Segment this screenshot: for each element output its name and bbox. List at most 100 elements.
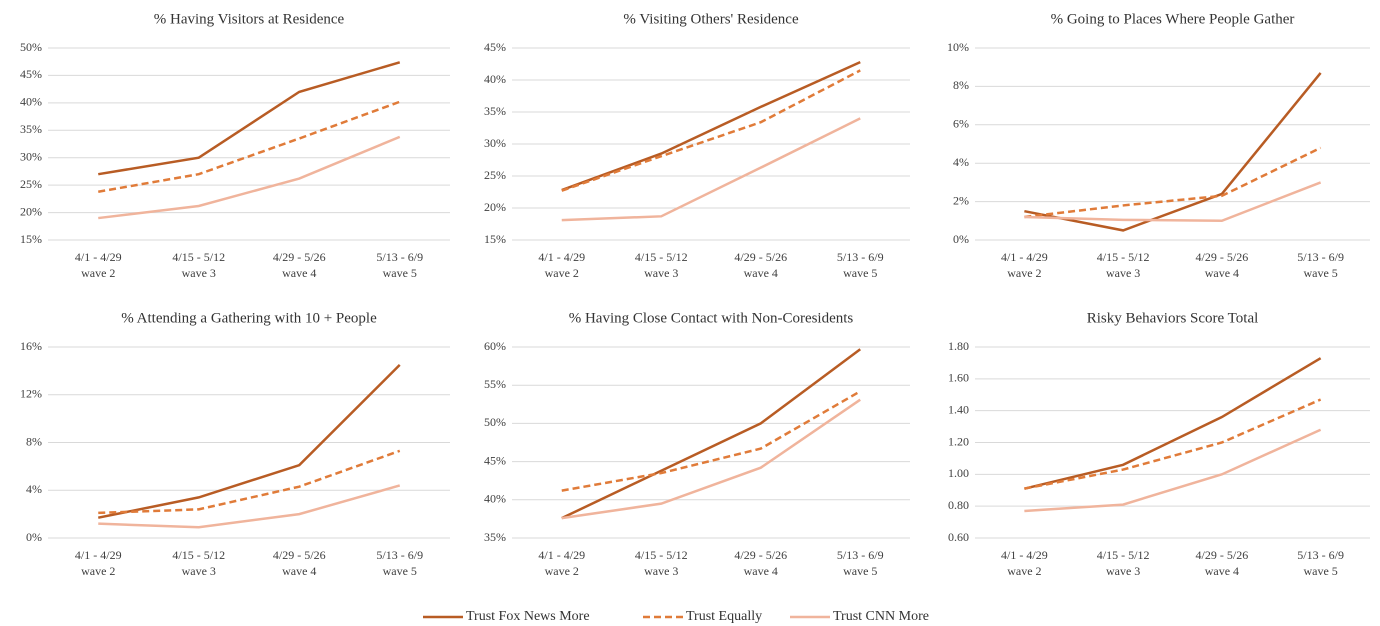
x-tick-label: wave 4 [1205, 564, 1239, 578]
chart-title: % Visiting Others' Residence [623, 11, 799, 27]
y-tick-label: 40% [484, 72, 506, 86]
y-tick-label: 55% [484, 377, 506, 391]
x-tick-label: wave 3 [182, 564, 216, 578]
series-line [1024, 146, 1322, 219]
x-tick-label: wave 5 [843, 266, 877, 280]
x-tick-label: 5/13 - 6/9 [1297, 250, 1344, 264]
series-line [1024, 357, 1322, 490]
y-tick-label: 25% [20, 177, 42, 191]
x-tick-label: 4/1 - 4/29 [538, 548, 585, 562]
x-tick-label: wave 5 [1303, 564, 1337, 578]
x-tick-label: wave 5 [1303, 266, 1337, 280]
x-tick-label: 4/15 - 5/12 [172, 250, 225, 264]
y-tick-label: 1.00 [948, 466, 969, 480]
y-tick-label: 60% [484, 339, 506, 353]
y-tick-label: 45% [20, 67, 42, 81]
x-tick-label: wave 2 [545, 266, 579, 280]
x-tick-label: 4/15 - 5/12 [1097, 548, 1150, 562]
chart-title: % Attending a Gathering with 10 + People [121, 310, 377, 326]
legend-label: Trust Equally [686, 609, 762, 624]
y-tick-label: 50% [484, 415, 506, 429]
x-tick-label: 4/15 - 5/12 [172, 548, 225, 562]
y-tick-label: 8% [26, 434, 42, 448]
y-tick-label: 16% [20, 339, 42, 353]
chart-title: % Going to Places Where People Gather [1051, 11, 1295, 27]
x-tick-label: 4/1 - 4/29 [1001, 548, 1048, 562]
x-tick-label: wave 2 [1007, 564, 1041, 578]
y-tick-label: 50% [20, 40, 42, 54]
series-line [98, 100, 401, 193]
legend-label: Trust Fox News More [466, 609, 590, 624]
x-tick-label: 4/15 - 5/12 [1097, 250, 1150, 264]
y-tick-label: 4% [26, 482, 42, 496]
y-tick-label: 0% [953, 232, 969, 246]
x-tick-label: 4/15 - 5/12 [635, 250, 688, 264]
x-tick-label: wave 3 [644, 564, 678, 578]
x-tick-label: 4/29 - 5/26 [734, 548, 787, 562]
series-line [98, 364, 401, 519]
y-tick-label: 8% [953, 78, 969, 92]
series-line [1024, 398, 1322, 490]
x-tick-label: 5/13 - 6/9 [837, 548, 884, 562]
y-tick-label: 10% [947, 40, 969, 54]
y-tick-label: 35% [484, 104, 506, 118]
y-tick-label: 20% [484, 200, 506, 214]
x-tick-label: 4/1 - 4/29 [538, 250, 585, 264]
y-tick-label: 1.80 [948, 339, 969, 353]
x-tick-label: wave 2 [1007, 266, 1041, 280]
chart-title: % Having Close Contact with Non-Coreside… [569, 310, 854, 326]
x-tick-label: wave 4 [282, 266, 316, 280]
x-tick-label: 5/13 - 6/9 [837, 250, 884, 264]
x-tick-label: wave 3 [644, 266, 678, 280]
y-tick-label: 0% [26, 530, 42, 544]
y-tick-label: 40% [484, 492, 506, 506]
x-tick-label: wave 4 [282, 564, 316, 578]
series-line [98, 484, 401, 529]
y-tick-label: 35% [484, 530, 506, 544]
y-tick-label: 15% [484, 232, 506, 246]
series-line [561, 60, 861, 192]
series-line [1024, 181, 1322, 223]
y-tick-label: 0.80 [948, 498, 969, 512]
x-tick-label: wave 3 [182, 266, 216, 280]
y-tick-label: 2% [953, 193, 969, 207]
x-tick-label: wave 4 [744, 564, 778, 578]
y-tick-label: 40% [20, 95, 42, 109]
x-tick-label: wave 3 [1106, 266, 1140, 280]
series-line [561, 390, 861, 492]
x-tick-label: wave 4 [744, 266, 778, 280]
x-tick-label: wave 5 [383, 266, 417, 280]
y-tick-label: 6% [953, 117, 969, 131]
series-line [98, 449, 401, 515]
y-tick-label: 35% [20, 122, 42, 136]
y-tick-label: 4% [953, 155, 969, 169]
series-line [1024, 72, 1322, 232]
x-tick-label: 4/1 - 4/29 [75, 250, 122, 264]
y-tick-label: 45% [484, 453, 506, 467]
x-tick-label: 4/1 - 4/29 [1001, 250, 1048, 264]
x-tick-label: 4/29 - 5/26 [734, 250, 787, 264]
series-line [561, 69, 861, 192]
x-tick-label: wave 5 [383, 564, 417, 578]
y-tick-label: 1.60 [948, 371, 969, 385]
x-tick-label: 5/13 - 6/9 [376, 548, 423, 562]
x-tick-label: wave 3 [1106, 564, 1140, 578]
x-tick-label: 4/29 - 5/26 [1196, 250, 1249, 264]
series-line [561, 348, 861, 520]
y-tick-label: 20% [20, 204, 42, 218]
x-tick-label: wave 2 [81, 266, 115, 280]
y-tick-label: 1.20 [948, 434, 969, 448]
y-tick-label: 30% [20, 149, 42, 163]
y-tick-label: 12% [20, 387, 42, 401]
y-tick-label: 30% [484, 136, 506, 150]
chart-title: Risky Behaviors Score Total [1087, 310, 1259, 326]
x-tick-label: 4/29 - 5/26 [273, 548, 326, 562]
x-tick-label: wave 4 [1205, 266, 1239, 280]
series-line [561, 117, 861, 222]
x-tick-label: wave 5 [843, 564, 877, 578]
series-line [1024, 428, 1322, 513]
y-tick-label: 15% [20, 232, 42, 246]
x-tick-label: wave 2 [81, 564, 115, 578]
x-tick-label: 4/15 - 5/12 [635, 548, 688, 562]
